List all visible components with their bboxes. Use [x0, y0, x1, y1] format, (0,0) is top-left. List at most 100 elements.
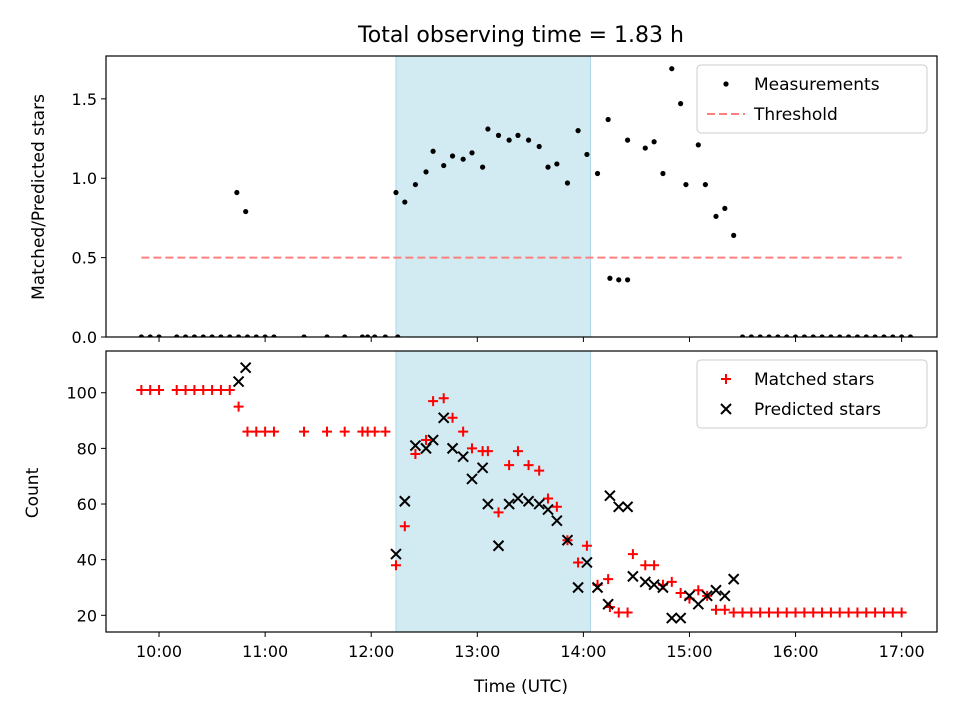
- series-layer: [136, 361, 907, 624]
- measurements-point: [480, 164, 486, 170]
- measurements-point: [174, 334, 180, 337]
- matched-stars-point: [171, 384, 182, 395]
- measurements-point: [525, 137, 532, 143]
- predicted-stars-point: [533, 498, 545, 510]
- x-tick-label: 13:00: [454, 642, 500, 661]
- predicted-stars-point: [692, 598, 705, 610]
- matched-stars-point: [189, 384, 200, 395]
- y-tick-label: 1.0: [72, 169, 97, 188]
- matched-stars-point: [764, 607, 775, 618]
- predicted-stars-point: [409, 439, 422, 452]
- matched-stars-point: [737, 607, 748, 618]
- legend-box: [696, 64, 928, 134]
- measurements-point: [792, 334, 799, 337]
- measurements-point: [584, 151, 590, 158]
- matched-stars-point: [233, 401, 244, 412]
- legend-marker: [721, 374, 731, 384]
- matched-stars-point: [447, 412, 458, 423]
- measurements-point: [695, 142, 701, 148]
- matched-stars-point: [870, 607, 881, 618]
- matched-stars-point: [390, 560, 401, 571]
- predicted-stars-point: [482, 498, 494, 510]
- measurements-point: [607, 275, 613, 281]
- measurements-point: [624, 137, 631, 143]
- axes-frame: [105, 350, 938, 633]
- bottom-panel-xlabel: Time (UTC): [473, 677, 568, 697]
- matched-stars-point: [781, 607, 792, 618]
- measurements-point: [423, 169, 429, 175]
- measurements-point: [138, 334, 144, 337]
- matched-stars-point: [719, 604, 730, 615]
- measurements-point: [713, 213, 719, 219]
- matched-stars-point: [878, 607, 889, 618]
- measurements-point: [854, 334, 861, 337]
- y-tick-label: 80: [77, 439, 97, 458]
- matched-stars-point: [466, 443, 477, 454]
- measurements-point: [324, 334, 330, 337]
- legend-label: Predicted stars: [754, 400, 881, 420]
- matched-stars-point: [512, 446, 523, 457]
- measurements-point: [863, 334, 869, 337]
- matched-stars-point: [399, 521, 410, 532]
- y-tick-label: 0.5: [72, 249, 97, 268]
- matched-stars-point: [251, 426, 262, 437]
- top-panel: Matched/Predicted stars 0.0 0.5 1.0 1.5 Meas…: [29, 55, 938, 347]
- predicted-stars-point: [701, 590, 713, 602]
- matched-stars-point: [438, 393, 449, 404]
- predicted-stars-point: [427, 434, 439, 446]
- measurements-point: [575, 128, 581, 134]
- measurements-point: [393, 189, 399, 196]
- shaded-span: [395, 350, 591, 633]
- y-tick-label: 0.0: [72, 328, 97, 347]
- predicted-stars-point: [591, 581, 604, 594]
- predicted-stars-point: [710, 584, 722, 596]
- measurements-point: [702, 181, 708, 188]
- matched-stars-point: [887, 607, 898, 618]
- predicted-stars-point: [627, 570, 639, 583]
- legend: Measurements Threshold: [696, 64, 928, 134]
- measurements-point: [469, 150, 475, 156]
- measurements-point: [359, 334, 365, 337]
- predicted-stars-point: [512, 492, 524, 505]
- matched-stars-point: [421, 435, 432, 446]
- matched-stars-point: [627, 549, 638, 560]
- measurements-point: [642, 145, 648, 151]
- measurements-point: [227, 334, 233, 337]
- measurements-point: [828, 334, 834, 337]
- legend-marker: [720, 403, 732, 415]
- x-tick-label: 16:00: [772, 642, 818, 661]
- matched-stars-point: [603, 574, 614, 585]
- axes-frame: [105, 55, 938, 338]
- predicted-stars-point: [604, 489, 616, 502]
- measurements-point: [342, 334, 348, 337]
- measurements-point: [147, 334, 153, 337]
- matched-stars-point: [428, 396, 439, 407]
- y-tick-label: 1.5: [72, 90, 97, 109]
- measurements-point: [218, 334, 224, 337]
- measurements-point: [449, 153, 456, 159]
- predicted-stars-point: [466, 473, 478, 485]
- matched-stars-point: [852, 607, 863, 618]
- measurements-point: [271, 334, 277, 337]
- measurements-point: [545, 164, 551, 170]
- matched-stars-point: [808, 607, 819, 618]
- bottom-panel-ylabel: Count: [23, 467, 43, 518]
- measurements-point: [784, 334, 790, 337]
- measurements-point: [683, 181, 689, 188]
- measurements-point: [872, 334, 878, 337]
- measurements-point: [372, 334, 378, 337]
- legend-label: Matched stars: [754, 370, 874, 390]
- x-tick-label: 11:00: [242, 642, 288, 661]
- measurements-point: [244, 334, 251, 337]
- matched-stars-point: [198, 384, 209, 395]
- legend-marker: [723, 81, 729, 87]
- measurements-point: [441, 162, 447, 169]
- predicted-stars-point: [613, 501, 625, 513]
- measurements-point: [819, 334, 825, 337]
- legend-label: Threshold: [753, 105, 838, 125]
- matched-stars-point: [339, 426, 350, 437]
- measurements-point: [234, 189, 240, 196]
- matched-stars-point: [260, 426, 271, 437]
- matched-stars-point: [581, 540, 592, 551]
